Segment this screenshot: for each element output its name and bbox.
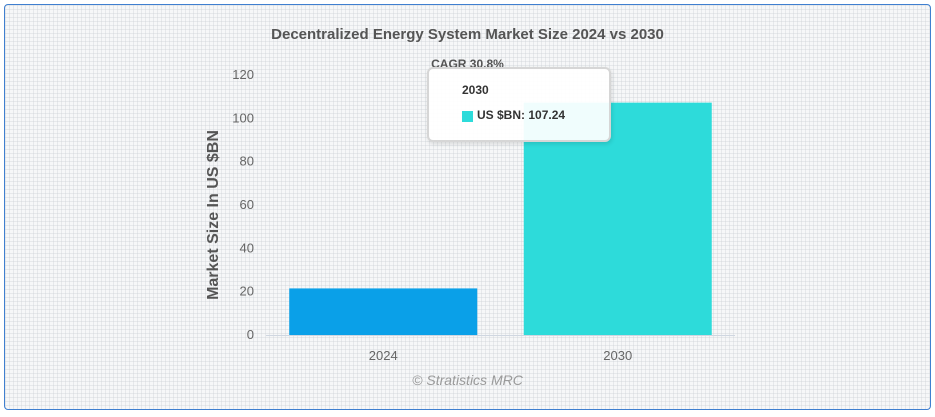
credits-text: © Stratistics MRC [412, 372, 523, 388]
bar-2024[interactable] [289, 288, 478, 335]
tooltip-value: US $BN: 107.24 [477, 108, 566, 122]
tooltip: 2030 US $BN: 107.24 [427, 67, 611, 142]
y-tick-label: 0 [247, 327, 254, 342]
chart-title: Decentralized Energy System Market Size … [271, 26, 664, 43]
y-axis-title: Market Size In US $BN [205, 130, 222, 300]
x-tick-label: 2024 [369, 348, 398, 363]
y-tick-label: 60 [240, 197, 254, 212]
y-tick-label: 20 [240, 284, 254, 299]
tooltip-series-swatch [462, 111, 473, 122]
tooltip-title: 2030 [462, 83, 489, 97]
y-tick-label: 120 [232, 67, 254, 82]
y-tick-label: 80 [240, 154, 254, 169]
y-tick-label: 40 [240, 240, 254, 255]
y-tick-label: 100 [232, 110, 254, 125]
x-tick-label: 2030 [603, 348, 632, 363]
